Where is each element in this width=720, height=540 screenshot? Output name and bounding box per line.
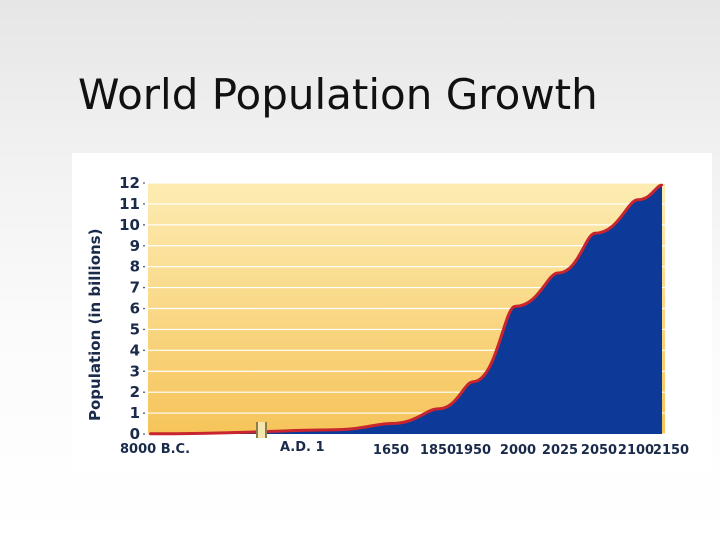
population-area [150,185,662,434]
y-tick-mark [143,412,145,414]
y-tick-mark [143,307,145,310]
y-axis-label: Population (in billions) [86,229,104,421]
y-tick-label: 1 [130,404,140,422]
y-tick-mark [143,328,145,331]
data-point [148,432,152,435]
y-tick-label: 11 [119,195,140,213]
y-tick-label: 7 [130,279,140,297]
y-tick-mark [143,265,145,268]
y-tick-label: 0 [130,425,140,443]
data-point [513,305,517,308]
slide-title: World Population Growth [78,70,598,119]
y-tick-mark [143,286,145,289]
y-tick-mark [143,224,145,226]
y-tick-mark [143,433,145,435]
x-tick-label: 2150 [653,443,689,458]
x-tick-label: 1650 [373,443,409,458]
y-tick-mark [143,370,145,373]
data-point [636,198,640,201]
area-layer [148,183,664,436]
data-point [660,183,664,187]
y-tick-label: 12 [119,174,140,192]
x-tick-label: A.D. 1 [280,440,325,455]
x-tick-label: 2025 [542,443,578,458]
y-tick-mark [143,391,145,393]
data-point [436,407,440,411]
y-tick-mark [143,182,145,184]
data-point [593,232,597,235]
y-tick-label: 9 [130,237,140,255]
y-tick-label: 2 [130,383,140,401]
y-tick-label: 6 [130,300,140,318]
y-tick-label: 10 [119,216,140,234]
x-tick-label: 2000 [500,443,536,458]
population-chart: 0 1 2 3 4 5 6 7 8 9 10 11 12 8000 B.C. A.D. 1 1650 1850… [72,153,712,473]
y-tick-label: 8 [130,258,140,276]
gridlines [148,182,665,435]
y-tick-label: 5 [130,320,140,338]
x-tick-label: 1850 [420,443,456,458]
y-tick-mark [143,244,145,247]
x-tick-label: 1950 [455,443,491,458]
y-tick-mark [143,203,145,205]
data-point [471,380,475,383]
axis-break-gap [256,422,267,438]
y-tick-mark [143,349,145,352]
x-tick-label: 8000 B.C. [120,442,190,457]
data-point [328,428,332,432]
y-tick-label: 3 [130,362,140,380]
x-tick-label: 2100 [618,443,654,458]
data-point [556,271,560,275]
data-point [389,422,393,425]
x-tick-label: 2050 [581,443,617,458]
y-tick-label: 4 [130,341,140,359]
axis-break [256,422,267,438]
